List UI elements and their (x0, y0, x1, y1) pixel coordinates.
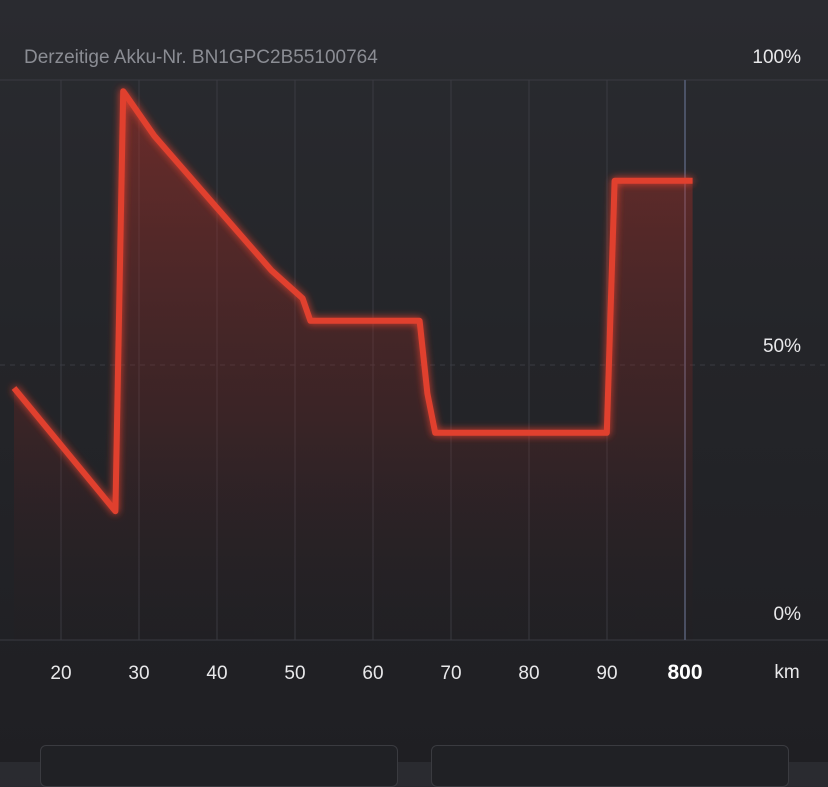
summary-card-left[interactable] (40, 745, 398, 787)
y-tick-label: 100% (752, 47, 801, 68)
x-tick-label: 30 (128, 663, 149, 684)
y-tick-label: 50% (763, 336, 801, 357)
x-tick-label: 70 (440, 663, 461, 684)
battery-number-label: Derzeitige Akku-Nr. BN1GPC2B55100764 (24, 47, 378, 68)
x-tick-label: 90 (596, 663, 617, 684)
battery-level-line (11, 88, 693, 515)
y-tick-label: 0% (774, 604, 802, 625)
x-tick-label: 60 (362, 663, 383, 684)
x-axis-unit: km (774, 662, 799, 683)
x-tick-label-current: 800 (667, 661, 702, 684)
x-tick-label: 50 (284, 663, 305, 684)
battery-area-fill (14, 91, 693, 640)
x-tick-label: 40 (206, 663, 227, 684)
x-tick-label: 20 (50, 663, 71, 684)
summary-card-right[interactable] (431, 745, 789, 787)
battery-level-chart: 100% 50% 0% 20 30 40 50 60 70 80 90 800 km (0, 47, 828, 684)
x-tick-label: 80 (518, 663, 539, 684)
